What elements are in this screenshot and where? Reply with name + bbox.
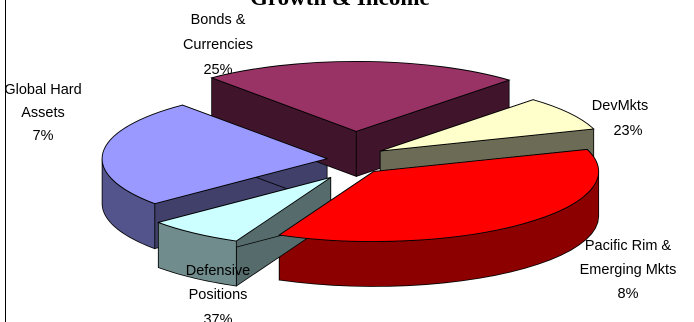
slice-1 <box>210 60 511 132</box>
slice-2 <box>380 99 595 152</box>
slice-label-devmkts: DevMkts <box>592 98 648 114</box>
chart-title: Growth & Income <box>250 0 430 11</box>
slice-3 <box>278 148 600 242</box>
slice-percent-pacific-rim: 8% <box>618 286 639 302</box>
slice-percent-devmkts: 23% <box>613 123 642 139</box>
slice-percent-defensive: 37% <box>203 312 232 322</box>
slice-label-currencies: Currencies <box>183 37 253 53</box>
slice-label-global-hard: Global Hard <box>4 82 81 98</box>
slice-percent-bonds: 25% <box>203 62 232 78</box>
slice-4 <box>156 177 331 242</box>
slice-label-defensive: Defensive <box>186 263 250 279</box>
slice-0 <box>101 104 329 205</box>
slice-label-pacific-rim: Pacific Rim & <box>585 238 672 254</box>
slice-label-emerging-mkts: Emerging Mkts <box>580 262 677 278</box>
slice-label-bonds: Bonds & <box>191 12 246 28</box>
slice-label-positions: Positions <box>189 287 248 303</box>
axis-line <box>5 0 6 322</box>
slice-percent-global-hard: 7% <box>33 128 54 144</box>
slice-label-assets: Assets <box>21 105 65 121</box>
